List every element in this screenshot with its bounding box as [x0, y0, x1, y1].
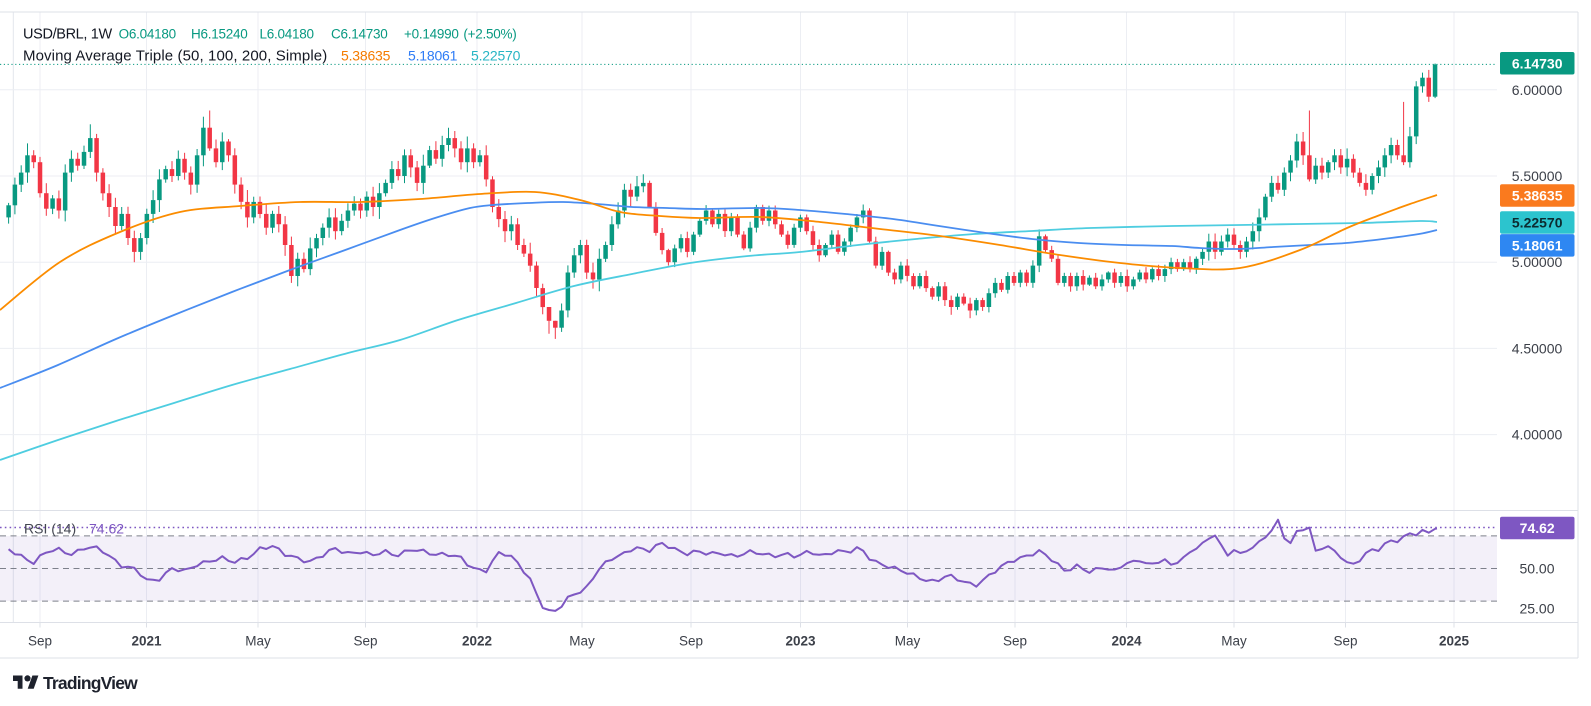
svg-text:4.00000: 4.00000	[1512, 427, 1563, 443]
svg-text:+0.14990: +0.14990	[404, 27, 459, 42]
svg-text:May: May	[1221, 634, 1247, 649]
svg-text:Sep: Sep	[679, 634, 703, 649]
svg-text:74.62: 74.62	[89, 521, 124, 537]
svg-text:2023: 2023	[785, 634, 816, 649]
svg-text:5.00000: 5.00000	[1512, 254, 1563, 270]
svg-text:C6.14730: C6.14730	[331, 27, 388, 42]
svg-text:5.18061: 5.18061	[1512, 237, 1563, 253]
svg-text:74.62: 74.62	[1520, 520, 1555, 536]
svg-text:L6.04180: L6.04180	[260, 27, 314, 42]
svg-text:Sep: Sep	[1003, 634, 1027, 649]
svg-text:H6.15240: H6.15240	[191, 27, 248, 42]
svg-text:50.00: 50.00	[1519, 561, 1554, 577]
svg-text:May: May	[895, 634, 921, 649]
svg-text:5.18061: 5.18061	[408, 48, 458, 64]
svg-text:6.00000: 6.00000	[1512, 82, 1563, 98]
svg-text:May: May	[569, 634, 595, 649]
svg-text:Sep: Sep	[353, 634, 377, 649]
svg-text:5.38635: 5.38635	[1512, 188, 1563, 204]
svg-text:5.22570: 5.22570	[1512, 215, 1563, 231]
svg-text:(+2.50%): (+2.50%)	[463, 27, 516, 42]
svg-text:2021: 2021	[131, 634, 162, 649]
svg-text:Sep: Sep	[28, 634, 52, 649]
svg-text:Moving Average Triple (50, 100: Moving Average Triple (50, 100, 200, Sim…	[23, 48, 327, 65]
svg-text:5.38635: 5.38635	[341, 48, 391, 64]
svg-text:Sep: Sep	[1333, 634, 1357, 649]
svg-text:RSI (14): RSI (14)	[24, 521, 76, 537]
svg-text:4.50000: 4.50000	[1512, 340, 1563, 356]
svg-text:O6.04180: O6.04180	[119, 27, 176, 42]
svg-text:5.50000: 5.50000	[1512, 168, 1563, 184]
svg-text:25.00: 25.00	[1519, 601, 1554, 617]
svg-text:2025: 2025	[1439, 634, 1470, 649]
svg-text:May: May	[245, 634, 271, 649]
svg-text:5.22570: 5.22570	[471, 48, 521, 64]
svg-text:USD/BRL, 1W: USD/BRL, 1W	[23, 27, 112, 43]
svg-text:TradingView: TradingView	[43, 673, 138, 693]
svg-text:6.14730: 6.14730	[1512, 55, 1563, 71]
svg-text:2024: 2024	[1111, 634, 1142, 649]
svg-text:2022: 2022	[462, 634, 492, 649]
